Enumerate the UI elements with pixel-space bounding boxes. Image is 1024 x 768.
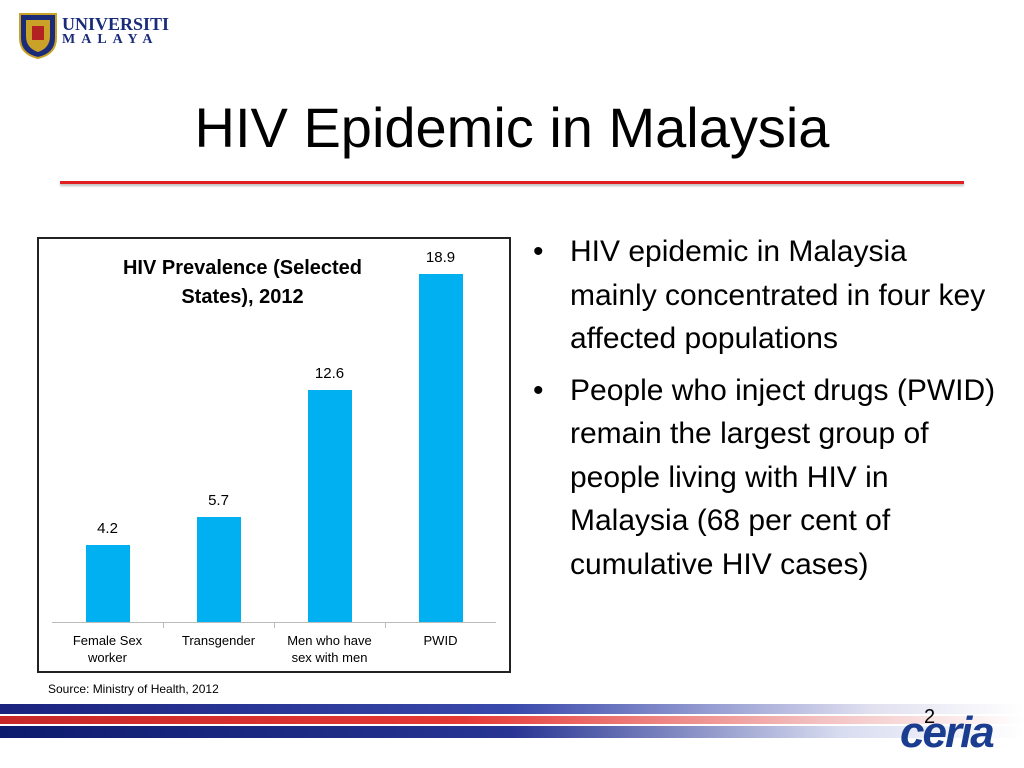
logo-name: UNIVERSITI (62, 14, 170, 34)
chart-frame (37, 237, 511, 673)
logo-sub: MALAYA (62, 32, 159, 47)
footer-stripe (0, 726, 1024, 738)
chart-title: HIV Prevalence (Selected States), 2012 (122, 257, 362, 308)
x-tick-label: Female Sex worker (72, 633, 143, 665)
bullet: HIV epidemic in Malaysia mainly concentr… (530, 230, 1000, 361)
footer-logo: ceria (900, 708, 995, 757)
tick-separator (385, 622, 386, 628)
logo-crest (19, 13, 57, 60)
slide-title: HIV Epidemic in Malaysia (194, 96, 830, 159)
footer-stripe (0, 716, 1024, 724)
x-tick-label: PWID (423, 633, 458, 648)
data-label: 5.7 (208, 492, 229, 510)
bullet-list: HIV epidemic in Malaysia mainly concentr… (530, 230, 1000, 594)
footer-stripe (0, 704, 1024, 714)
bar (307, 390, 352, 622)
x-tick-label: Men who have sex with men (287, 633, 372, 665)
title-rule (60, 181, 964, 184)
bar (418, 274, 463, 622)
data-label: 4.2 (97, 519, 118, 537)
data-label: 12.6 (314, 365, 345, 382)
data-label: 18.9 (425, 249, 456, 266)
tick-separator (274, 622, 275, 628)
source-note: Source: Ministry of Health, 2012 (48, 682, 219, 696)
x-tick-label: Transgender (181, 633, 256, 648)
bullet: People who inject drugs (PWID) remain th… (530, 369, 1000, 587)
bar (85, 544, 130, 622)
bar (196, 517, 241, 622)
tick-separator (163, 622, 164, 628)
page-number: 2 (924, 706, 936, 728)
